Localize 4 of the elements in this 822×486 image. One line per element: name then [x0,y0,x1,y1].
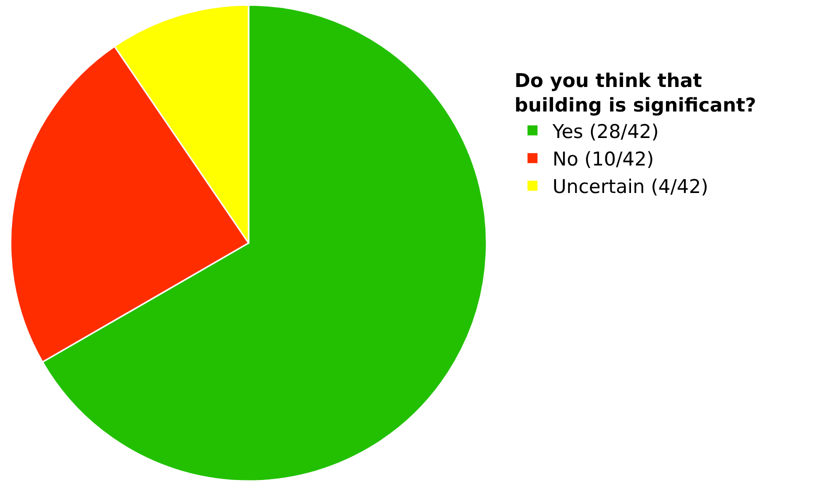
legend-label: Yes (28/42) [552,120,659,143]
legend-label: Uncertain (4/42) [552,176,708,198]
legend-label: No (10/42) [552,148,654,170]
legend-title: Do you think that building is significant? [514,70,756,117]
